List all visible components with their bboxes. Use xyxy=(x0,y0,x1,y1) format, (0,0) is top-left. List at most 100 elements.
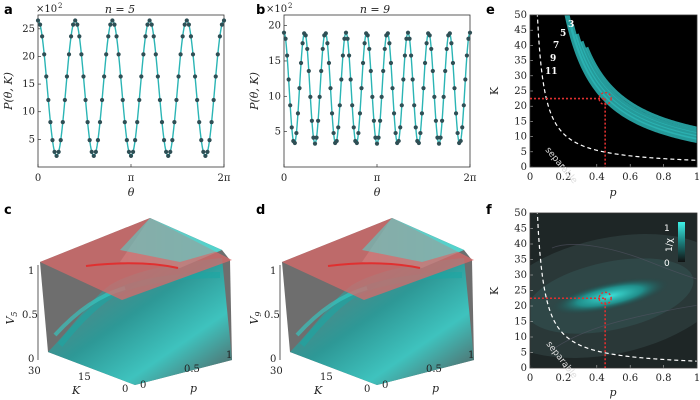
panel-c-ptick-1: 1 xyxy=(226,350,232,361)
data-point xyxy=(289,125,294,130)
data-point xyxy=(368,68,373,74)
panel-a-plot xyxy=(35,18,227,159)
panel-f-colorbar xyxy=(678,222,685,262)
data-point xyxy=(365,33,370,38)
xtick-label: 1 xyxy=(694,373,700,384)
data-point xyxy=(192,74,198,79)
data-point xyxy=(149,22,154,27)
data-point xyxy=(440,118,445,123)
data-point xyxy=(40,34,45,39)
xtick-label: 0 xyxy=(527,373,533,384)
data-point xyxy=(396,138,401,144)
data-point xyxy=(331,130,336,136)
data-point xyxy=(367,46,372,52)
data-point xyxy=(419,111,425,116)
data-point xyxy=(186,22,191,27)
data-point xyxy=(157,97,163,103)
panel-label-c: c xyxy=(4,203,12,218)
data-point xyxy=(378,118,383,123)
panel-d-ptick-05: 0.5 xyxy=(426,364,442,375)
panel-d-ptick-0: 0 xyxy=(382,380,388,391)
data-point xyxy=(54,153,59,159)
data-point xyxy=(455,130,460,136)
data-point xyxy=(141,52,146,57)
data-point xyxy=(48,119,53,125)
panel-c-ktick-15: 15 xyxy=(78,372,91,383)
panel-a-title-text: n = 5 xyxy=(105,3,135,16)
data-point xyxy=(106,34,111,39)
xtick-label: 0.2 xyxy=(555,172,571,183)
data-point xyxy=(381,68,386,74)
data-point xyxy=(458,138,463,144)
data-point xyxy=(317,94,322,99)
ytick-label: 10 xyxy=(514,132,527,143)
data-point xyxy=(409,53,414,58)
data-point xyxy=(416,140,421,146)
panel-label-f: f xyxy=(486,203,492,218)
data-point xyxy=(379,94,384,99)
data-point xyxy=(180,34,185,39)
data-point xyxy=(320,46,325,52)
data-point xyxy=(323,31,328,36)
curve-label-n3: 3 xyxy=(568,20,574,30)
data-point xyxy=(371,118,376,123)
data-point xyxy=(405,30,411,35)
data-point xyxy=(87,138,92,143)
data-point xyxy=(461,103,466,108)
data-point xyxy=(376,135,381,140)
panel-a-ticks: 5 10 15 20 25 0 π 2π xyxy=(22,24,231,184)
data-point xyxy=(213,74,218,79)
ytick-label: 10 xyxy=(22,107,35,118)
panel-a-ylabel: P(θ, K) xyxy=(2,72,15,111)
panel-f-separable-curve xyxy=(536,213,697,362)
data-point xyxy=(44,74,49,79)
ytick-label: 40 xyxy=(514,40,527,51)
data-point xyxy=(130,149,136,154)
data-point xyxy=(325,41,330,46)
data-point xyxy=(309,118,314,123)
curve-n3 xyxy=(564,15,697,143)
data-point xyxy=(151,34,156,39)
panel-f-cbar-top: 1 xyxy=(664,224,670,234)
panel-d-intersection xyxy=(327,262,421,269)
xtick-label: 0.6 xyxy=(622,373,638,384)
xtick-label: 0.6 xyxy=(622,172,638,183)
data-point xyxy=(356,130,361,136)
panel-d-ztick-0: 0 xyxy=(270,354,276,365)
data-point xyxy=(387,41,392,46)
data-point xyxy=(345,36,350,41)
ytick-label: 35 xyxy=(514,56,527,67)
panel-d-ktick-0: 0 xyxy=(364,384,370,395)
data-point xyxy=(217,34,222,39)
data-point xyxy=(104,52,109,57)
data-point xyxy=(312,141,318,146)
ytick-label: 10 xyxy=(268,91,281,102)
panel-c-zsub: 5 xyxy=(10,311,19,316)
data-point xyxy=(166,153,171,159)
data-point xyxy=(450,60,456,66)
data-point xyxy=(360,60,366,66)
data-point xyxy=(215,52,220,57)
panel-e-frame xyxy=(529,14,698,168)
ytick-label: 20 xyxy=(268,21,281,32)
data-point xyxy=(58,138,63,143)
data-point xyxy=(348,77,353,82)
data-point xyxy=(436,141,442,146)
data-point xyxy=(285,53,290,58)
ytick-label: 20 xyxy=(514,101,527,112)
curve-n5 xyxy=(569,24,697,140)
data-point xyxy=(66,52,72,57)
data-point xyxy=(359,86,364,91)
ytick-label: 15 xyxy=(514,317,527,328)
data-point xyxy=(391,111,397,116)
xtick-label: 0.4 xyxy=(589,172,605,183)
panel-d-ztick-1: 1 xyxy=(270,266,276,277)
data-point xyxy=(108,22,113,27)
data-point xyxy=(418,130,423,136)
data-point xyxy=(466,36,471,41)
data-point xyxy=(155,74,160,79)
data-point xyxy=(133,138,138,143)
panel-a-scale: ×10 xyxy=(36,4,57,15)
data-point xyxy=(404,36,409,41)
ytick-label: 30 xyxy=(514,71,527,82)
